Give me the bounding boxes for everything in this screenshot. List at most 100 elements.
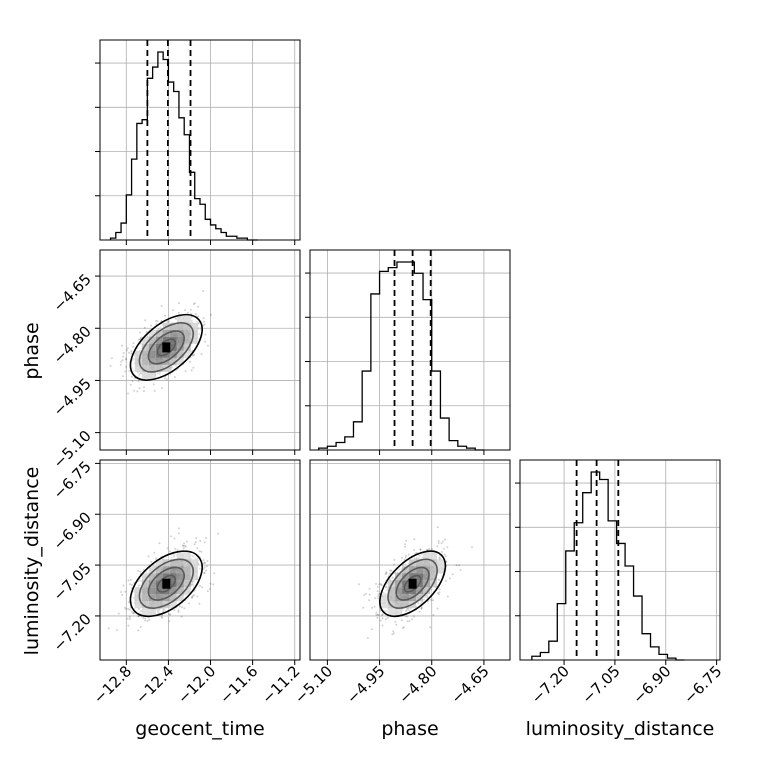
scatter-point <box>190 369 193 372</box>
scatter-point <box>124 358 127 361</box>
scatter-point <box>430 599 432 601</box>
scatter-point <box>437 542 440 544</box>
density-block <box>176 336 184 344</box>
scatter-point <box>139 579 142 582</box>
density-block <box>141 343 149 351</box>
scatter-point <box>205 537 208 539</box>
scatter-point <box>193 302 196 305</box>
scatter-point <box>405 539 408 542</box>
scatter-point <box>407 553 410 556</box>
scatter-point <box>127 624 130 627</box>
scatter-point <box>197 315 200 318</box>
scatter-point <box>171 366 174 369</box>
density-block <box>183 350 191 358</box>
scatter-point <box>203 566 206 569</box>
scatter-point <box>126 617 129 620</box>
hist-step-phase <box>318 261 484 451</box>
scatter-point <box>438 588 441 591</box>
scatter-point <box>444 538 446 541</box>
scatter-point <box>368 593 371 596</box>
scatter-point <box>128 351 130 354</box>
density-block <box>155 364 163 372</box>
scatter-point <box>444 555 447 558</box>
scatter-point <box>194 541 197 544</box>
scatter-point <box>190 316 193 319</box>
scatter-point <box>377 595 380 598</box>
scatter-point <box>206 590 209 593</box>
scatter-point <box>210 313 212 316</box>
density-block <box>169 322 177 330</box>
scatter-point <box>177 527 180 530</box>
scatter-point <box>158 372 161 375</box>
density-block <box>141 357 149 365</box>
scatter-point <box>200 550 203 553</box>
scatter-point <box>404 615 407 618</box>
xtick-label-geocent_time-3: −11.6 <box>216 662 261 707</box>
scatter-point <box>183 544 186 547</box>
scatter-point <box>375 611 378 614</box>
scatter-point <box>192 555 195 558</box>
scatter-point <box>170 366 173 369</box>
scatter-point <box>437 593 440 596</box>
scatter-point <box>137 569 140 572</box>
scatter-point <box>155 323 158 326</box>
scatter-point <box>159 326 162 329</box>
scatter-point <box>137 338 140 341</box>
xtick-label-geocent_time-2: −12.0 <box>174 662 219 707</box>
scatter-point <box>400 556 403 559</box>
scatter-point <box>203 562 206 565</box>
scatter-point <box>148 618 151 621</box>
scatter-point <box>127 392 129 395</box>
scatter-point <box>156 372 159 375</box>
scatter-point <box>147 555 150 558</box>
density-block <box>148 336 156 344</box>
scatter-point <box>192 354 195 357</box>
scatter-point <box>122 355 125 358</box>
scatter-point <box>203 323 206 326</box>
scatter-point <box>138 584 141 587</box>
scatter-point <box>144 617 147 620</box>
scatter-point <box>388 572 391 575</box>
scatter-point <box>371 606 373 609</box>
scatter-point <box>438 591 441 594</box>
scatter-point <box>392 630 395 633</box>
scatter-point <box>203 320 206 323</box>
scatter-point <box>182 547 185 550</box>
scatter-point <box>184 309 186 312</box>
scatter-point <box>368 599 371 602</box>
scatter-point <box>157 611 160 614</box>
scatter-point <box>121 359 124 362</box>
scatter-point <box>384 573 387 576</box>
scatter-point <box>188 602 190 605</box>
xtick-label-luminosity_distance-1: −7.05 <box>579 662 624 707</box>
scatter-point <box>195 537 198 540</box>
y-axis-label-luminosity-distance: luminosity_distance <box>21 467 43 656</box>
scatter-point <box>394 620 397 623</box>
scatter-point <box>177 532 180 535</box>
x-axis-label-luminosity-distance: luminosity_distance <box>526 718 715 740</box>
scatter-point <box>157 327 160 330</box>
density-block <box>176 343 184 351</box>
scatter-point <box>122 584 125 587</box>
scatter-point <box>413 615 415 618</box>
scatter-point <box>132 369 135 372</box>
scatter-point <box>173 609 176 612</box>
scatter-point <box>155 557 157 560</box>
scatter-point <box>120 591 123 593</box>
scatter-point <box>201 586 203 589</box>
scatter-point <box>217 532 219 535</box>
scatter-point <box>146 619 149 622</box>
scatter-point <box>120 360 123 363</box>
scatter-point <box>411 618 414 621</box>
scatter-point <box>125 607 128 610</box>
density-block <box>169 350 177 358</box>
scatter-point <box>168 620 171 623</box>
hist-bg-luminosity_distance <box>520 460 720 660</box>
scatter-point <box>133 389 136 392</box>
scatter-point <box>150 560 153 563</box>
scatter-point <box>167 320 169 323</box>
density-block <box>169 357 177 365</box>
scatter-point <box>156 609 159 612</box>
ytick-label-luminosity_distance-1: −7.05 <box>50 559 95 604</box>
